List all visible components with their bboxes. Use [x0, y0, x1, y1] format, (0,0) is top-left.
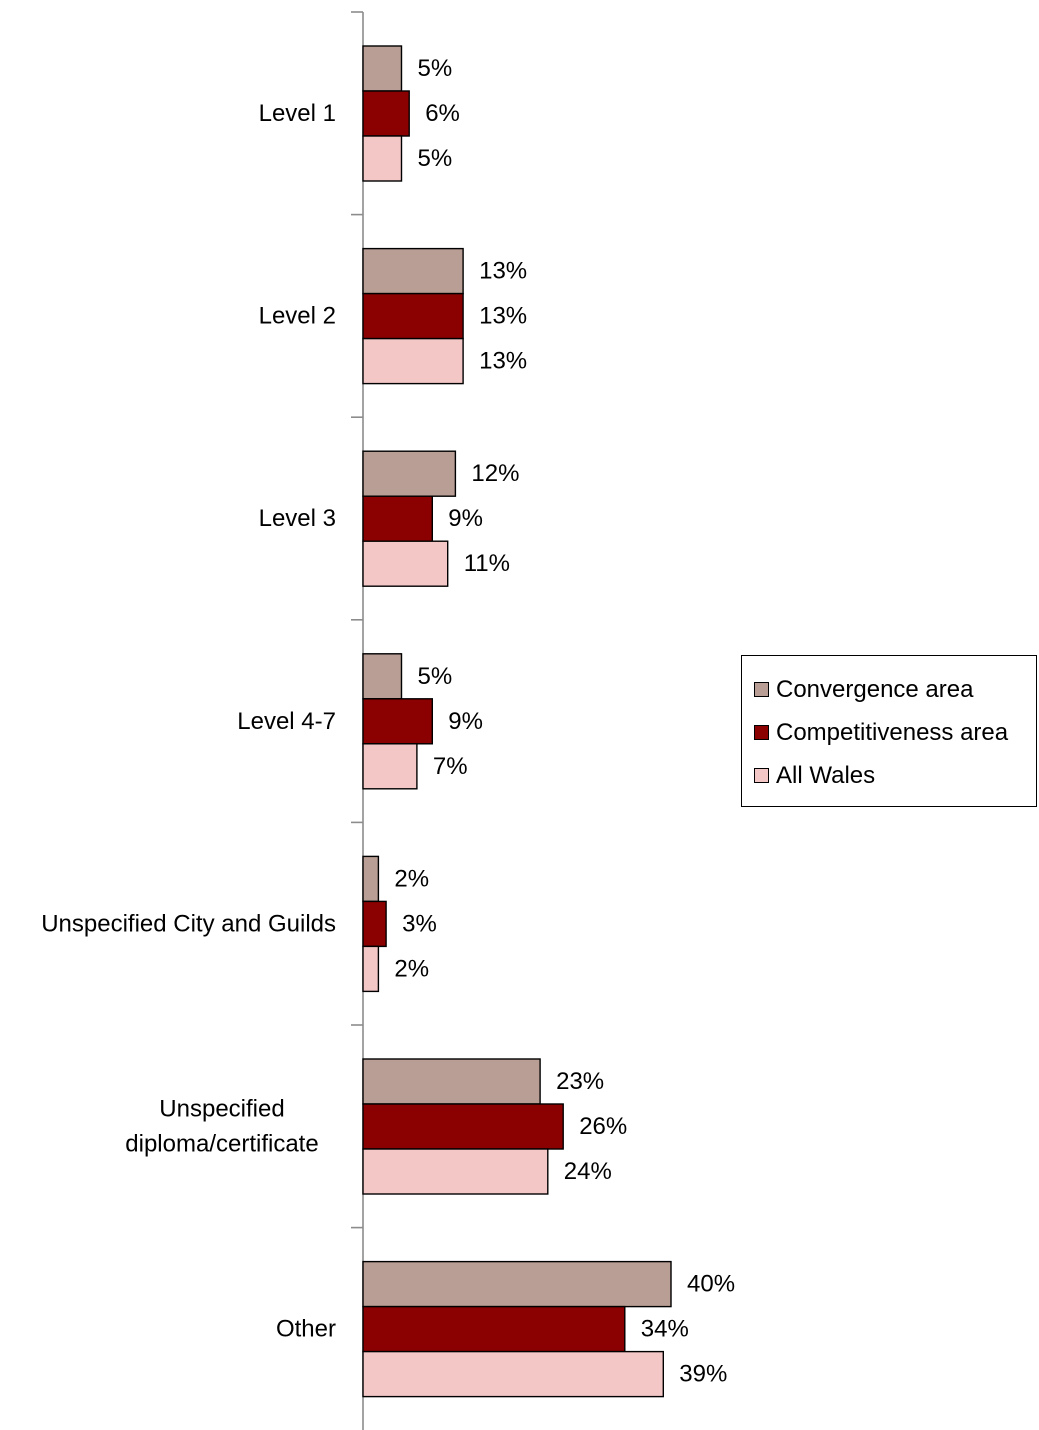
data-label: 9% — [448, 708, 483, 735]
bar-convergence-area — [362, 1058, 541, 1105]
bar-competitiveness-area — [362, 495, 434, 542]
data-label: 13% — [479, 258, 527, 285]
bar-competitiveness-area — [362, 1305, 626, 1353]
data-label: 5% — [418, 663, 453, 690]
bar-all-wales — [362, 743, 418, 790]
category-label: diploma/certificate — [125, 1131, 318, 1158]
bar-competitiveness-area — [362, 698, 434, 745]
legend-label-competitiveness: Competitiveness area — [776, 718, 1009, 746]
category-label: Unspecified — [159, 1096, 284, 1123]
bar-all-wales — [362, 135, 403, 182]
legend-item-competitiveness: Competitiveness area — [754, 707, 1036, 758]
bar-convergence-area — [362, 1260, 672, 1308]
data-label: 2% — [394, 955, 429, 982]
bar-convergence-area — [362, 247, 464, 295]
data-label: 3% — [402, 910, 437, 937]
bar-competitiveness-area — [362, 900, 387, 948]
bar-competitiveness-area — [362, 1103, 564, 1150]
category-label: Level 3 — [259, 505, 336, 532]
data-label: 40% — [687, 1271, 735, 1298]
bar-all-wales — [362, 1350, 664, 1398]
data-label: 5% — [418, 55, 453, 82]
data-labels: 5% 6% 5% 13% 13% 13% 12% 9% 11% 5% 9% 7% 2% 3% 2% 23% 26… — [394, 55, 735, 1388]
legend-item-all-wales: All Wales — [754, 750, 1036, 801]
bar-convergence-area — [362, 45, 403, 92]
bar-competitiveness-area — [362, 292, 464, 340]
bar-all-wales — [362, 540, 449, 587]
category-label: Level 1 — [259, 100, 336, 127]
chart-legend: Convergence area Competitiveness area Al… — [741, 655, 1037, 807]
data-label: 12% — [471, 460, 519, 487]
category-label: Level 4-7 — [237, 708, 336, 735]
category-labels: Level 1 Level 2 Level 3 Level 4-7 Unspecifie… — [41, 100, 336, 1343]
legend-swatch-competitiveness — [754, 725, 769, 740]
legend-label-all-wales: All Wales — [776, 761, 876, 789]
data-label: 6% — [425, 100, 460, 127]
data-label: 2% — [394, 865, 429, 892]
data-label: 13% — [479, 303, 527, 330]
data-label: 5% — [418, 145, 453, 172]
data-label: 7% — [433, 753, 468, 780]
legend-item-convergence: Convergence area — [754, 664, 1036, 715]
data-label: 13% — [479, 348, 527, 375]
data-label: 9% — [448, 505, 483, 532]
bar-convergence-area — [362, 855, 380, 903]
data-label: 26% — [579, 1113, 627, 1140]
legend-swatch-all-wales — [754, 768, 769, 783]
data-label: 39% — [679, 1361, 727, 1388]
bars — [362, 45, 672, 1398]
data-label: 24% — [564, 1158, 612, 1185]
bar-convergence-area — [362, 653, 403, 700]
category-label: Other — [276, 1316, 336, 1343]
bar-competitiveness-area — [362, 90, 410, 137]
category-label: Level 2 — [259, 303, 336, 330]
category-label: Unspecified City and Guilds — [41, 910, 336, 937]
data-label: 11% — [464, 550, 510, 577]
bar-convergence-area — [362, 450, 457, 497]
legend-swatch-convergence — [754, 682, 769, 697]
data-label: 23% — [556, 1068, 604, 1095]
category-axis — [351, 11, 364, 1430]
bar-all-wales — [362, 945, 380, 993]
data-label: 34% — [641, 1316, 689, 1343]
legend-label-convergence: Convergence area — [776, 675, 974, 703]
bar-all-wales — [362, 1148, 549, 1195]
bar-all-wales — [362, 337, 464, 385]
